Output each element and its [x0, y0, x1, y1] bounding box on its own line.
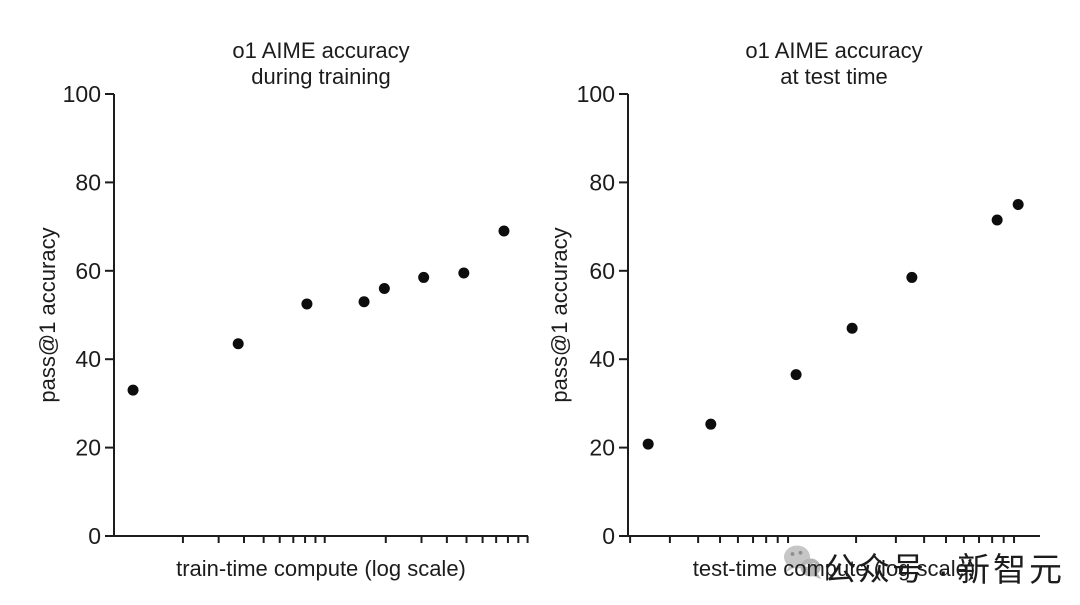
chart-title-line2: at test time	[780, 64, 888, 89]
y-tick-label: 80	[75, 169, 101, 195]
x-axis-label: train-time compute (log scale)	[176, 556, 466, 581]
wechat-icon	[784, 545, 821, 579]
y-tick-label: 0	[602, 523, 615, 549]
wechat-bubble-small-tail	[813, 574, 821, 579]
chart-train-time: o1 AIME accuracy during training train-t…	[35, 38, 529, 581]
y-tick-label: 80	[589, 169, 615, 195]
y-tick-label: 0	[88, 523, 101, 549]
data-point	[301, 298, 313, 310]
y-axis-label: pass@1 accuracy	[35, 227, 60, 402]
wechat-eye	[812, 562, 816, 567]
y-tick-label: 60	[75, 258, 101, 284]
data-point	[498, 225, 510, 237]
chart-title-line1: o1 AIME accuracy	[232, 38, 409, 63]
data-point	[906, 271, 918, 283]
data-point	[127, 384, 139, 396]
y-tick-label: 100	[63, 81, 101, 107]
chart-title-line2: during training	[251, 64, 390, 89]
data-point	[991, 214, 1003, 226]
y-tick-label: 20	[589, 435, 615, 461]
data-point	[358, 296, 370, 308]
data-point	[705, 418, 717, 430]
data-point	[1012, 199, 1024, 210]
watermark-separator: ·	[938, 553, 951, 589]
y-tick-label: 40	[75, 346, 101, 372]
wechat-bubble-small	[800, 558, 821, 577]
data-point	[378, 282, 390, 294]
plot-area-test: 0 20 40 60 80 100	[577, 81, 1040, 549]
wechat-eye	[805, 563, 809, 568]
data-point	[846, 322, 858, 334]
plot-area-train: 0 20 40 60 80 100	[63, 81, 529, 549]
y-tick-label: 40	[589, 346, 615, 372]
x-axis-label: test-time compute (log scale)	[693, 556, 975, 581]
watermark: 公众号 · 新智元	[784, 545, 1065, 589]
wechat-bubble-large-tail	[786, 566, 794, 572]
wechat-eye	[798, 550, 803, 555]
y-tick-label: 20	[75, 435, 101, 461]
chart-test-time: o1 AIME accuracy at test time test-time …	[547, 38, 1040, 581]
data-point	[790, 369, 802, 381]
y-tick-label: 100	[577, 81, 615, 107]
watermark-brand: 新智元	[957, 551, 1065, 588]
chart-title-line1: o1 AIME accuracy	[745, 38, 922, 63]
data-point	[458, 267, 470, 279]
y-tick-label: 60	[589, 258, 615, 284]
y-axis-label: pass@1 accuracy	[547, 227, 572, 402]
data-point	[232, 338, 244, 350]
watermark-account-label: 公众号	[824, 551, 926, 587]
data-point	[642, 438, 654, 450]
wechat-eye	[790, 552, 795, 556]
data-point	[418, 271, 430, 283]
